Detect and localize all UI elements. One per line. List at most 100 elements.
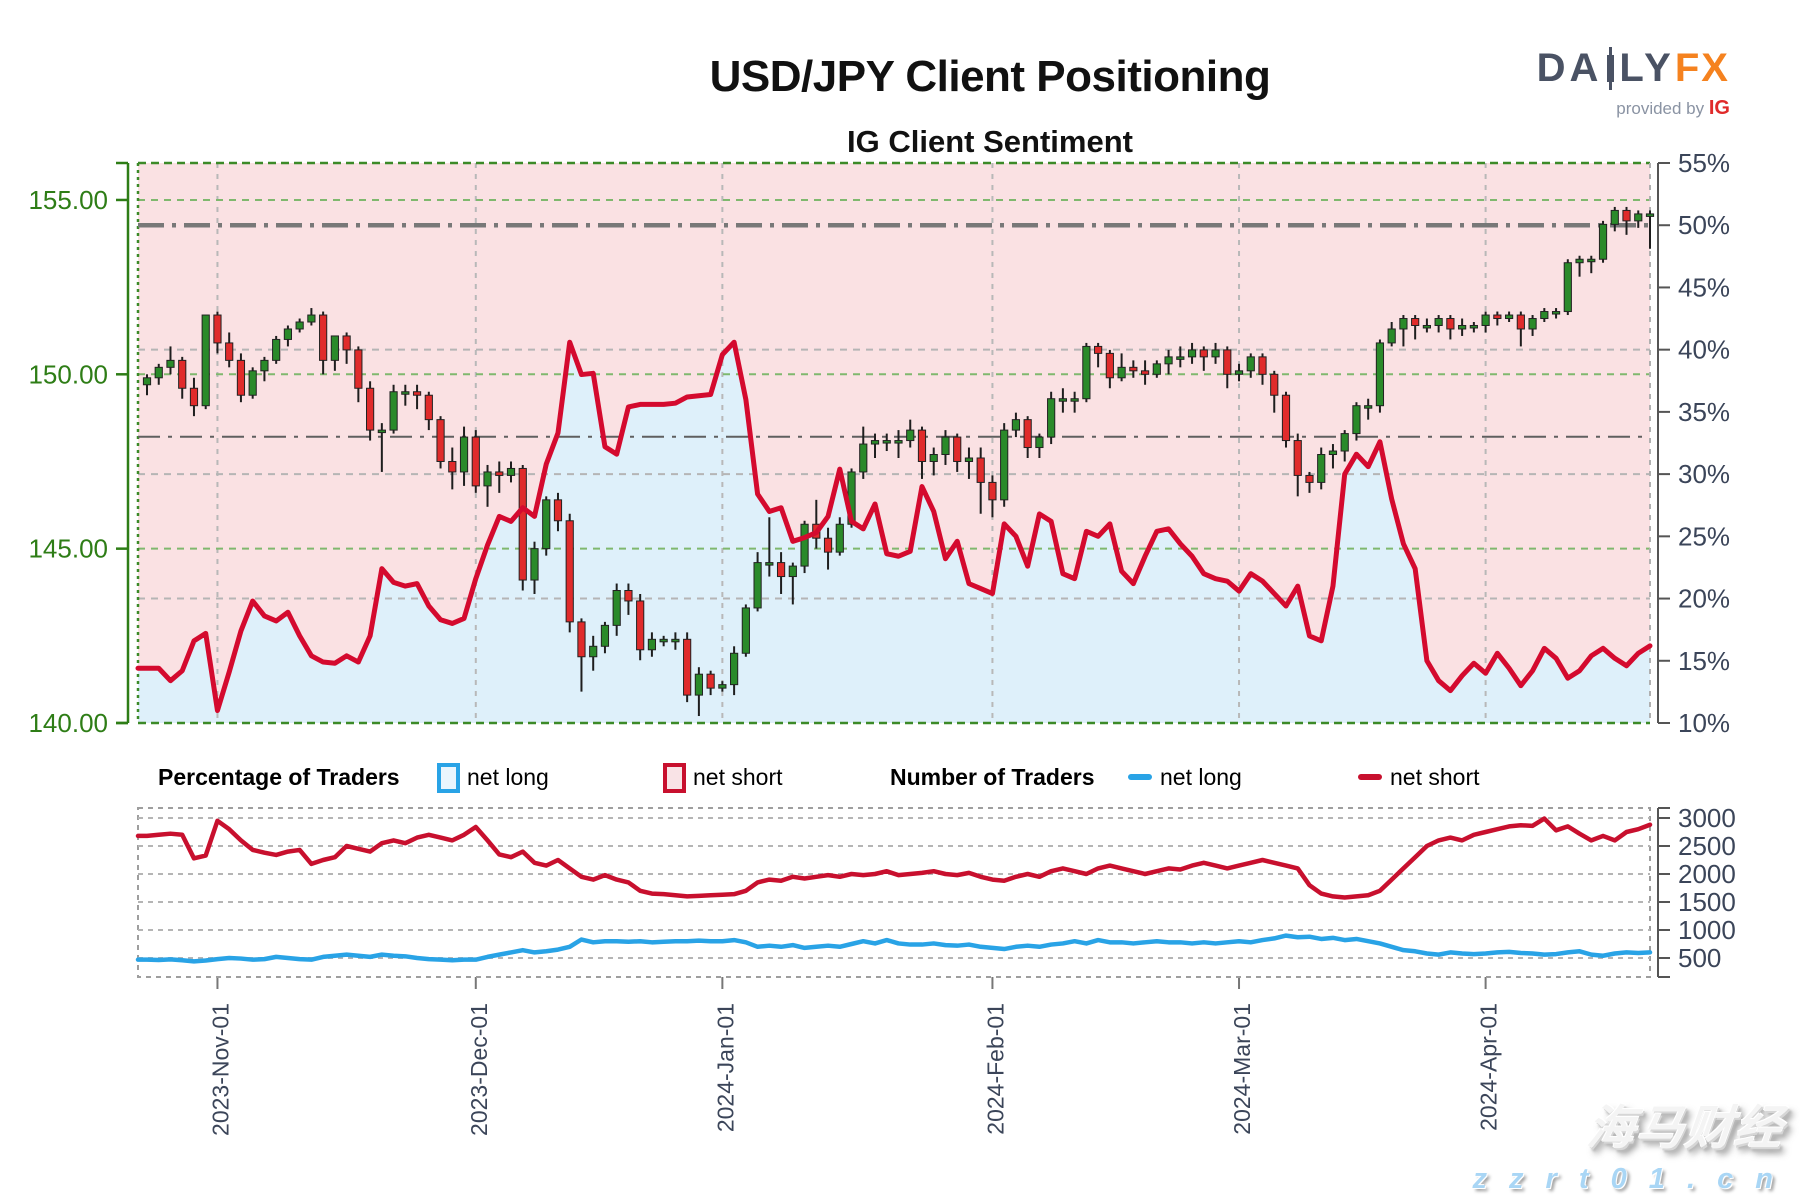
candle-body [495, 471, 504, 476]
net-short-pct-line [135, 339, 1653, 714]
candle-body [1023, 419, 1032, 449]
candle-body [1270, 373, 1279, 396]
candle-body [1458, 324, 1467, 330]
candle-body [741, 607, 750, 654]
candle-body [354, 349, 363, 389]
candle-body [1305, 474, 1314, 483]
candle-body [1328, 450, 1338, 456]
candle-body [377, 429, 386, 434]
candle-body [788, 565, 797, 578]
price-tick-label: 140.00 [28, 708, 108, 738]
candle-body [964, 457, 974, 462]
candle-body [1364, 405, 1373, 409]
dailyfx-logo-row: DA LY FX [1537, 46, 1730, 91]
net-short-line-swatch [1358, 774, 1382, 780]
legend-label-num-net-long: net long [1160, 764, 1242, 790]
candle-body [823, 537, 833, 553]
candle-body [225, 342, 234, 361]
candle-body [283, 328, 293, 340]
page-title: USD/JPY Client Positioning [709, 52, 1271, 101]
candle-body [1645, 213, 1655, 217]
candle-body [506, 467, 516, 476]
net-long-square-swatch [437, 763, 460, 793]
candle-body [730, 652, 739, 686]
price-tick-label: 155.00 [28, 185, 108, 215]
candle-body [929, 454, 938, 462]
candle-body [542, 499, 551, 550]
title-block: USD/JPY Client Positioning IG Client Sen… [180, 0, 1800, 160]
candle-body [213, 314, 222, 344]
net-long-count-line [135, 933, 1653, 964]
candle-body [1563, 262, 1572, 313]
candle-body [1117, 366, 1126, 379]
candle-body [1504, 314, 1514, 320]
legend-label-pct-net-short: net short [693, 764, 783, 790]
candle-body [953, 436, 962, 462]
candle-body [272, 338, 281, 361]
candle-body [941, 436, 950, 456]
candle-body [718, 684, 727, 689]
candle-body [1293, 440, 1302, 476]
candle-body [1622, 209, 1631, 222]
chart-subtitle: IG Client Sentiment [847, 124, 1133, 159]
candle-body [1375, 342, 1385, 407]
candle-body [189, 387, 199, 407]
candle-body [894, 440, 903, 444]
candle-body [565, 520, 574, 623]
ig-logo: IG [1708, 97, 1730, 119]
candle-body [1446, 318, 1455, 330]
x-tick-label: 2024-Apr-01 [1476, 1003, 1502, 1131]
pct-tick-label: 40% [1678, 335, 1730, 365]
candle-body [906, 429, 915, 442]
candle-body [307, 314, 316, 323]
candle-body [835, 523, 844, 553]
pct-tick-label: 30% [1678, 459, 1730, 489]
dailyfx-logo: DA LY FX provided by IG [1537, 46, 1730, 120]
candle-body [1000, 429, 1009, 501]
legend-group-percentage: Percentage of Traders [158, 764, 400, 790]
count-tick-label: 1500 [1678, 887, 1736, 917]
candle-body [1164, 356, 1173, 365]
candle-body [647, 638, 657, 651]
legend-label-pct-net-long: net long [467, 764, 549, 790]
candle-body [600, 624, 610, 647]
candle-body [753, 562, 762, 609]
price-tick-label: 145.00 [28, 534, 108, 564]
candle-body [1387, 328, 1396, 344]
candle-body [518, 467, 527, 581]
pct-tick-label: 55% [1678, 148, 1730, 178]
candle-body [636, 600, 645, 651]
candle-body [1223, 349, 1232, 375]
watermark-chinese: 海马财经 [1584, 1101, 1787, 1154]
candle-body [776, 562, 786, 578]
candlestick-icon [1607, 47, 1615, 90]
logo-text-fx: FX [1674, 46, 1730, 90]
candle-body [1493, 314, 1502, 320]
candle-body [389, 391, 398, 431]
candle-body [1540, 311, 1549, 320]
candle-body [1070, 398, 1079, 402]
price-tick-label: 150.00 [28, 359, 108, 389]
net-short-square-swatch [663, 763, 686, 793]
logo-text-ly: LY [1619, 46, 1675, 90]
candle-body [436, 419, 445, 462]
count-tick-label: 2000 [1678, 859, 1736, 889]
candle-body [1129, 366, 1138, 372]
candle-body [154, 366, 163, 379]
count-tick-label: 500 [1678, 943, 1721, 973]
candle-body [1140, 370, 1150, 375]
pct-tick-label: 10% [1678, 708, 1730, 738]
candle-body [448, 460, 457, 473]
chart-legend: Percentage of Traders net long net short… [0, 756, 1800, 800]
x-tick-label: 2024-Mar-01 [1229, 1003, 1255, 1135]
candle-body [612, 589, 621, 626]
candle-body [659, 638, 668, 643]
count-tick-label: 1000 [1678, 915, 1736, 945]
candle-body [483, 471, 492, 487]
x-tick-label: 2023-Nov-01 [207, 1003, 233, 1136]
candle-body [366, 387, 375, 431]
candle-body [142, 377, 152, 386]
sentiment-area-below [138, 342, 1650, 723]
